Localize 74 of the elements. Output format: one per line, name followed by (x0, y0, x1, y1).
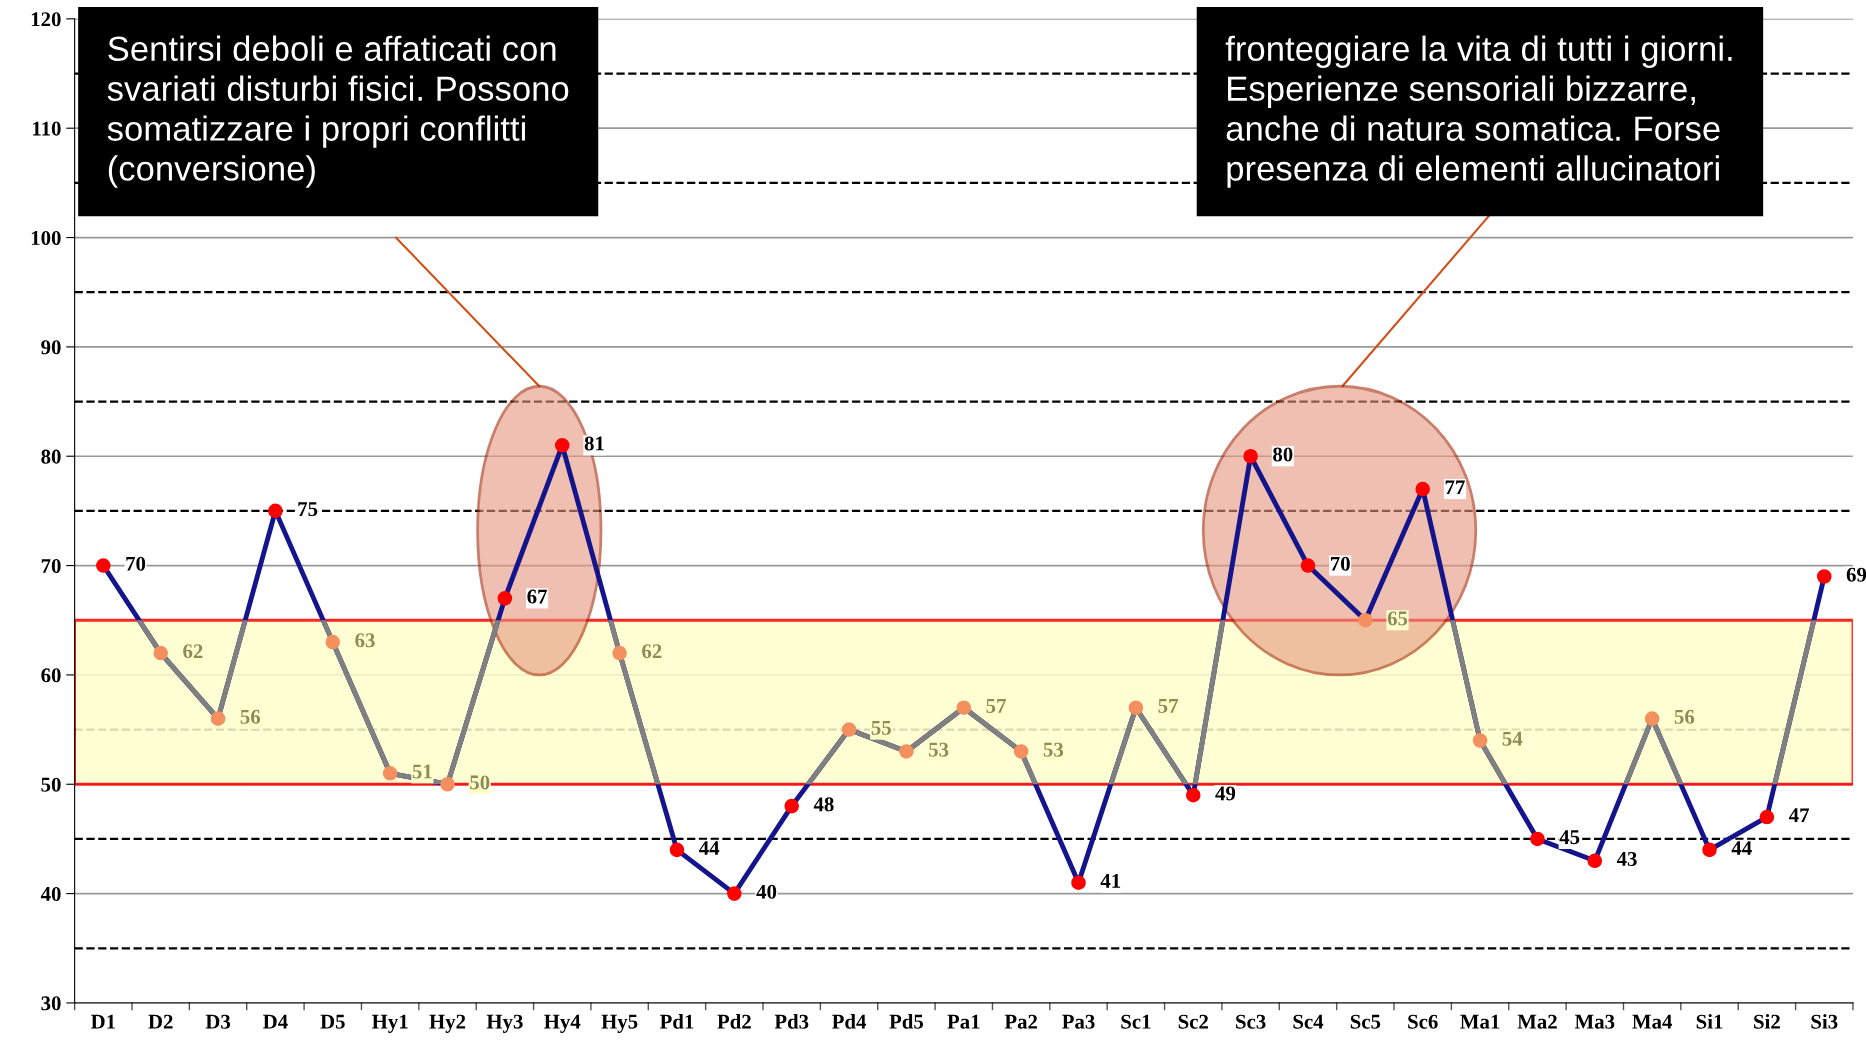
data-label: 47 (1788, 808, 1810, 823)
x-tick-label: Pd3 (774, 1014, 809, 1029)
annotation: Sentirsi deboli e affaticati con svariati disturbi fisici. Possono somatizzare i propri conflitti (conversione) (107, 35, 569, 188)
data-label: 63 (355, 633, 375, 648)
data-label: 70 (126, 556, 146, 571)
y-tick-label: 60 (41, 668, 61, 683)
x-tick-label: Si3 (1811, 1014, 1838, 1029)
x-tick-label: Pd1 (659, 1014, 694, 1029)
x-tick-label: Pa1 (947, 1014, 980, 1029)
x-tick-label: D3 (205, 1014, 231, 1029)
x-tick-label: Pa2 (1004, 1014, 1038, 1029)
x-tick-label: D5 (320, 1014, 345, 1029)
data-label: 62 (642, 644, 662, 659)
data-label: 40 (756, 884, 777, 899)
x-tick-label: Hy5 (601, 1014, 638, 1033)
x-tick-label: Hy1 (371, 1014, 408, 1033)
x-tick-label: Pd5 (889, 1014, 924, 1029)
x-tick-label: Pa3 (1062, 1014, 1095, 1029)
data-label: 53 (1043, 742, 1064, 757)
x-tick-label: Ma2 (1517, 1014, 1557, 1029)
x-tick-label: Sc5 (1350, 1014, 1381, 1029)
x-tick-label: Hy4 (544, 1014, 581, 1033)
y-tick-label: 50 (41, 777, 61, 792)
y-tick-label: 120 (31, 12, 61, 27)
x-tick-label: Sc1 (1121, 1014, 1151, 1029)
data-label: 48 (813, 797, 834, 812)
data-label: 51 (412, 764, 432, 779)
x-tick-label: Sc2 (1178, 1014, 1208, 1029)
data-label: 67 (527, 589, 547, 604)
data-label: 50 (470, 775, 490, 790)
data-label: 75 (298, 502, 318, 517)
x-tick-label: Ma1 (1460, 1014, 1500, 1029)
y-tick-label: 100 (31, 230, 61, 245)
data-label: 80 (1273, 447, 1293, 462)
data-label: 45 (1559, 830, 1580, 845)
data-label: 70 (1330, 556, 1350, 571)
x-tick-label: Sc3 (1236, 1014, 1266, 1029)
y-tick-label: 70 (41, 558, 61, 573)
data-label: 57 (986, 699, 1006, 713)
data-label: 55 (871, 720, 891, 735)
y-tick-label: 30 (41, 996, 61, 1011)
data-label: 54 (1502, 731, 1523, 746)
x-tick-label: Hy2 (429, 1014, 466, 1033)
x-tick-label: Sc6 (1408, 1014, 1438, 1029)
data-label: 49 (1215, 786, 1236, 801)
y-tick-label: 90 (41, 340, 61, 355)
x-tick-label: D1 (90, 1014, 115, 1029)
x-tick-label: Si2 (1754, 1014, 1780, 1029)
data-label: 77 (1445, 480, 1465, 495)
x-tick-label: Hy3 (486, 1014, 523, 1033)
data-label: 81 (584, 436, 604, 451)
x-tick-label: Pd2 (717, 1014, 751, 1029)
data-label: 43 (1616, 852, 1637, 867)
data-label: 44 (1731, 841, 1752, 855)
x-tick-label: D2 (148, 1014, 173, 1029)
y-tick-label: 80 (41, 449, 61, 464)
x-tick-label: Ma4 (1632, 1014, 1673, 1029)
data-label: 69 (1846, 567, 1866, 582)
data-label: 62 (183, 644, 203, 659)
x-tick-label: D4 (263, 1014, 288, 1029)
y-tick-label: 110 (33, 121, 61, 136)
annotation: fronteggiare la vita di tutti i giorni. Esperienze sensoriali bizzarre, anche di natura somatica. Forse presenza di elementi allucinatori (1225, 35, 1732, 188)
data-label: 56 (240, 709, 261, 724)
y-tick-label: 40 (40, 886, 61, 902)
data-label: 53 (929, 742, 949, 757)
x-tick-label: Sc4 (1293, 1014, 1324, 1029)
x-tick-label: Pd4 (832, 1014, 867, 1029)
data-label: 56 (1674, 709, 1695, 724)
data-label: 41 (1100, 873, 1121, 888)
data-label: 44 (699, 841, 720, 855)
data-label: 65 (1387, 611, 1408, 626)
x-tick-label: Si1 (1696, 1014, 1723, 1029)
x-tick-label: Ma3 (1574, 1014, 1615, 1029)
data-label: 57 (1158, 699, 1179, 713)
